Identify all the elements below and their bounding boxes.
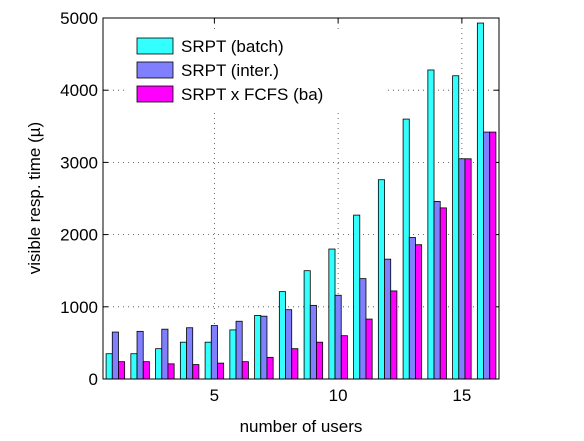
legend-label: SRPT (inter.) xyxy=(181,61,279,80)
y-tick-label: 4000 xyxy=(60,81,98,100)
bar xyxy=(266,356,274,380)
bar xyxy=(309,304,317,380)
bar xyxy=(167,363,175,380)
bar xyxy=(439,207,447,380)
bar xyxy=(254,315,262,380)
bar xyxy=(130,353,138,380)
bar xyxy=(111,331,119,380)
bar xyxy=(192,364,200,380)
bar xyxy=(204,341,212,380)
bar xyxy=(365,318,373,380)
bar xyxy=(186,327,194,380)
bar xyxy=(229,329,237,380)
bar xyxy=(316,341,324,380)
plot-frame xyxy=(102,17,500,380)
bar xyxy=(179,341,187,380)
bar xyxy=(155,348,163,380)
bar xyxy=(161,328,169,380)
bar xyxy=(377,179,385,380)
bar xyxy=(303,270,311,380)
bar xyxy=(433,200,441,380)
bar xyxy=(452,75,460,380)
x-tick-label: 15 xyxy=(452,386,471,405)
legend-label: SRPT (batch) xyxy=(181,37,284,56)
bar xyxy=(235,320,243,380)
y-axis-label: visible resp. time (µ) xyxy=(25,122,44,274)
bar xyxy=(142,361,150,380)
bar xyxy=(458,158,466,380)
bar xyxy=(105,353,113,380)
x-tick-label: 5 xyxy=(210,386,219,405)
bar xyxy=(359,278,367,380)
legend-label: SRPT x FCFS (ba) xyxy=(181,85,323,104)
bar xyxy=(415,244,423,380)
bar xyxy=(384,258,392,380)
bar xyxy=(483,131,491,380)
x-tick-label: 10 xyxy=(329,386,348,405)
legend-swatch xyxy=(136,61,174,79)
bar xyxy=(334,294,342,380)
legend-swatch xyxy=(136,85,174,103)
x-axis-label: number of users xyxy=(240,417,363,436)
bar xyxy=(408,237,416,380)
y-tick-label: 1000 xyxy=(60,298,98,317)
bar xyxy=(464,158,472,380)
bar xyxy=(390,290,398,380)
y-tick-label: 0 xyxy=(89,370,98,389)
bar xyxy=(210,325,218,380)
bar xyxy=(217,362,225,380)
legend-swatch xyxy=(136,37,174,55)
bar xyxy=(291,348,299,380)
bar xyxy=(476,22,484,380)
y-tick-label: 5000 xyxy=(60,9,98,28)
bar xyxy=(136,330,144,380)
bar xyxy=(427,69,435,380)
bar xyxy=(340,335,348,380)
bar xyxy=(285,309,293,380)
bar xyxy=(489,131,497,380)
bar xyxy=(353,214,361,380)
bar xyxy=(328,248,336,380)
bar xyxy=(118,361,126,380)
bar xyxy=(402,118,410,380)
bar xyxy=(278,291,286,380)
bar xyxy=(241,361,249,380)
bar xyxy=(260,315,268,380)
y-tick-label: 3000 xyxy=(60,153,98,172)
y-tick-label: 2000 xyxy=(60,226,98,245)
